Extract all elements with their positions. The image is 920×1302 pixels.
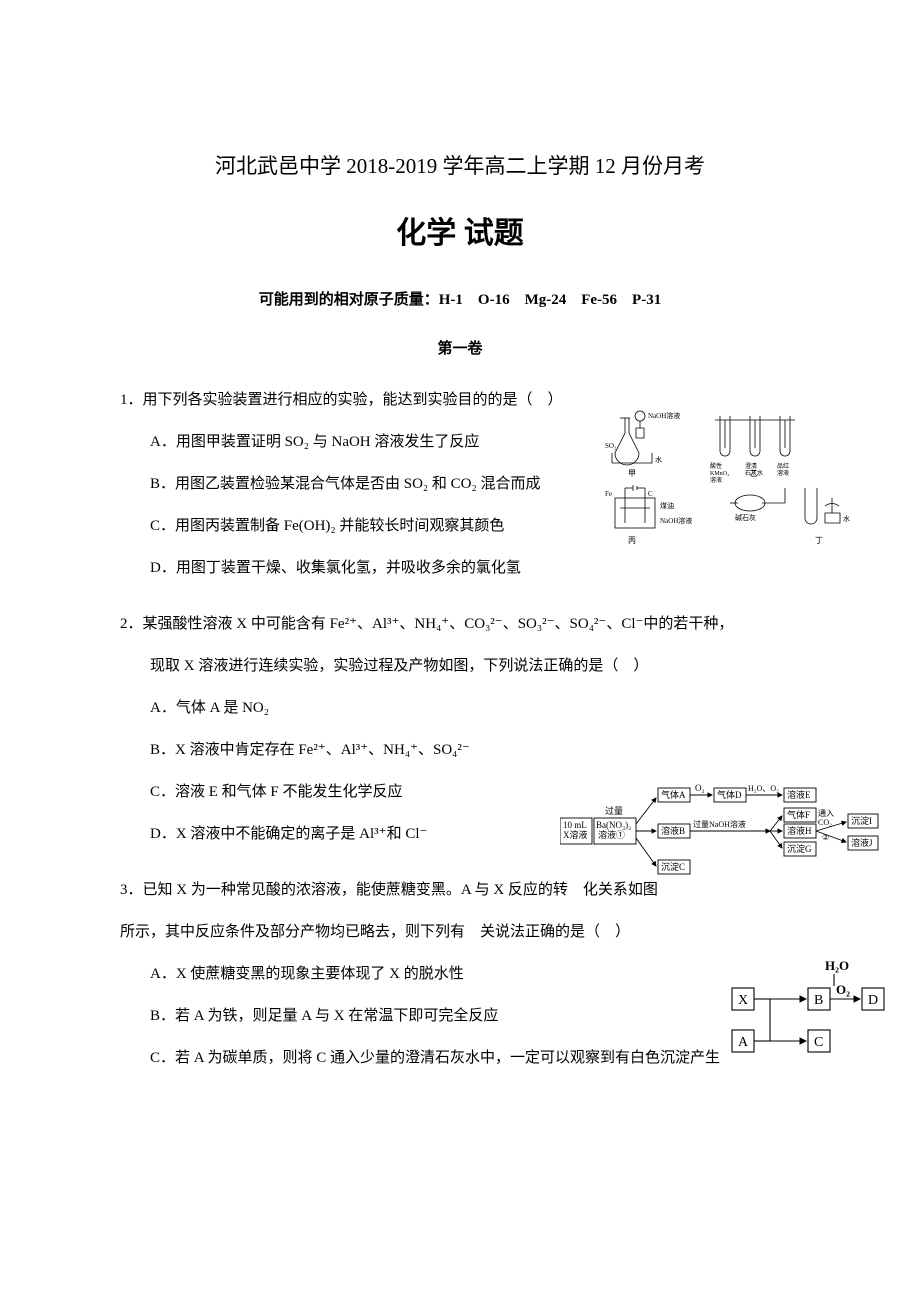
fig1-phred-label: 品红溶液 — [777, 462, 789, 477]
fig3-o2-label: O₂ — [836, 982, 850, 997]
fig1-c-label: C — [648, 490, 653, 498]
q2-stem: ．某强酸性溶液 X 中可能含有 Fe²⁺、Al³⁺、NH₄⁺、CO₃²⁻、SO₃… — [128, 616, 734, 632]
figure-3-boxes: H₂O X A B C O₂ D — [730, 958, 890, 1068]
fig2-precC: 沉淀C — [661, 861, 685, 872]
fig1-jia-label: 甲 — [628, 469, 636, 478]
fig2-o2: O₂ — [695, 783, 705, 793]
q3-optA: A．X 使蔗糖变黑的现象主要体现了 X 的脱水性 — [150, 956, 800, 992]
q2-num: 2 — [120, 616, 128, 632]
question-3: 3．已知 X 为一种常见酸的浓溶液，能使蔗糖变黑。A 与 X 反应的转 化关系如… — [120, 872, 800, 1076]
fig2-solB: 溶液B — [661, 825, 685, 836]
fig1-so2-label: SO₂ — [605, 442, 617, 450]
q2-optB: B．X 溶液中肯定存在 Fe²⁺、Al³⁺、NH₄⁺、SO₄²⁻ — [150, 732, 800, 768]
fig3-box-X: X — [738, 993, 748, 1008]
fig3-box-A: A — [738, 1035, 749, 1050]
q1-optD: D．用图丁装置干燥、收集氯化氢，并吸收多余的氯化氢 — [150, 550, 800, 586]
fig1-naoh-label: NaOH溶液 — [648, 411, 680, 420]
fig1-oil-label: 煤油 — [660, 501, 674, 510]
fig2-num2: ② — [822, 833, 829, 842]
atomic-mass-line: 可能用到的相对原子质量：H-1 O-16 Mg-24 Fe-56 P-31 — [120, 288, 800, 309]
fig3-h2o-label: H₂O — [825, 958, 849, 973]
q3-optC: C．若 A 为碳单质，则将 C 通入少量的澄清石灰水中，一定可以观察到有白色沉淀… — [150, 1040, 800, 1076]
fig1-fe-label: Fe — [605, 490, 612, 498]
q2-stem-line2: 现取 X 溶液进行连续实验，实验过程及产物如图，下列说法正确的是（ ） — [120, 648, 800, 684]
q1-stem: ．用下列各实验装置进行相应的实验，能达到实验目的的是（ ） — [128, 392, 563, 408]
fig1-kmno4-label: 酸性KMnO₄溶液 — [710, 462, 729, 484]
figure-1-apparatus: NaOH溶液 SO₂ 水 甲 酸性KMnO₄溶液 澄清石灰水 品红溶液 乙 — [600, 408, 880, 548]
svg-text:通入CO₂: 通入CO₂ — [818, 808, 834, 827]
section-label: 第一卷 — [120, 337, 800, 358]
fig2-naoh: 过量NaOH溶液 — [693, 819, 746, 829]
q3-stem-line2: 所示，其中反应条件及部分产物均已略去，则下列有 关说法正确的是（ ） — [120, 914, 800, 950]
fig2-excess-label: 过量 — [605, 805, 623, 816]
fig1-lime-label: 碱石灰 — [735, 513, 756, 522]
fig2-h2o: H₂O、O₂ — [748, 784, 779, 793]
fig3-box-D: D — [868, 993, 878, 1008]
q3-optB: B．若 A 为铁，则足量 A 与 X 在常温下即可完全反应 — [150, 998, 800, 1034]
fig2-solE: 溶液E — [787, 789, 811, 800]
fig2-solH: 溶液H — [787, 825, 812, 836]
exam-header-line: 河北武邑中学 2018-2019 学年高二上学期 12 月份月考 — [120, 150, 800, 180]
svg-text:10 mLX溶液: 10 mLX溶液 — [563, 820, 588, 840]
fig3-box-B: B — [814, 993, 823, 1008]
fig1-bing-label: 丙 — [628, 536, 636, 545]
q3-num: 3 — [120, 882, 128, 898]
fig1-naoh2-label: NaOH溶液 — [660, 516, 692, 525]
fig2-precG: 沉淀G — [787, 843, 812, 854]
fig2-solJ: 溶液J — [851, 837, 873, 848]
fig1-water2-label: 水 — [843, 514, 850, 523]
exam-main-title: 化学 试题 — [120, 208, 800, 252]
fig2-gasF: 气体F — [787, 809, 810, 820]
fig1-ding-label: 丁 — [815, 536, 823, 545]
figure-2-flowchart: 10 mLX溶液 Ba(NO₃)₂溶液① 过量 气体A 溶液B 沉淀C O₂ 气… — [560, 778, 880, 888]
fig2-gasD: 气体D — [717, 789, 742, 800]
q2-optA: A．气体 A 是 NO₂ — [150, 690, 800, 726]
fig2-gasA: 气体A — [661, 789, 686, 800]
fig1-water1-label: 水 — [655, 455, 662, 464]
fig3-box-C: C — [814, 1035, 823, 1050]
fig1-yi-label: 乙 — [750, 469, 758, 478]
q1-num: 1 — [120, 392, 128, 408]
fig2-precI: 沉淀I — [851, 815, 872, 826]
